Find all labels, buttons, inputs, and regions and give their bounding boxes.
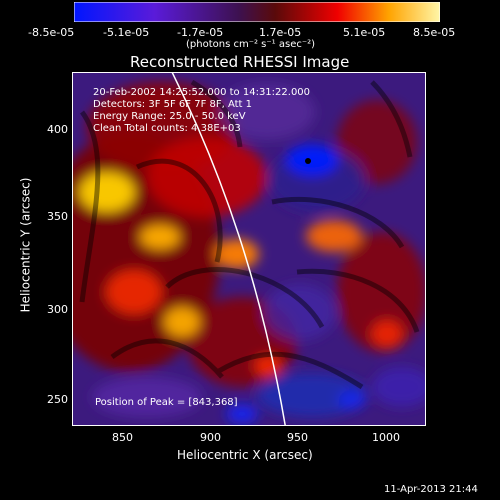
heatmap-image [40, 67, 432, 431]
y-axis-label: Heliocentric Y (arcsec) [18, 177, 33, 313]
y-tick-250: 250 [47, 393, 68, 406]
x-tick-1000: 1000 [372, 431, 400, 444]
x-tick-850: 850 [112, 431, 133, 444]
info-line-3: Energy Range: 25.0 - 50.0 keV [93, 111, 246, 122]
heatmap-svg [40, 67, 432, 431]
peak-position-label: Position of Peak = [843,368] [95, 397, 238, 408]
colorbar-gradient [73, 1, 441, 23]
colorbar-tick-3: -1.7e-05 [177, 26, 224, 39]
colorbar-ticks: -8.5e-05 -5.1e-05 -1.7e-05 1.7e-05 5.1e-… [0, 27, 500, 41]
colorbar-tick-4: 1.7e-05 [259, 26, 302, 39]
y-tick-400: 400 [47, 123, 68, 136]
image-title: Reconstructed RHESSI Image [130, 53, 350, 71]
colorbar [73, 1, 441, 23]
colorbar-tick-2: -5.1e-05 [103, 26, 150, 39]
info-line-2: Detectors: 3F 5F 6F 7F 8F, Att 1 [93, 99, 253, 110]
x-tick-900: 900 [200, 431, 221, 444]
x-tick-950: 950 [287, 431, 308, 444]
y-tick-300: 300 [47, 303, 68, 316]
colorbar-tick-6: 8.5e-05 [413, 26, 456, 39]
info-line-1: 20-Feb-2002 14:25:52.000 to 14:31:22.000 [93, 87, 311, 98]
colorbar-tick-5: 5.1e-05 [343, 26, 386, 39]
footer-timestamp: 11-Apr-2013 21:44 [384, 484, 478, 495]
y-tick-350: 350 [47, 210, 68, 223]
colorbar-tick-1: -8.5e-05 [28, 26, 75, 39]
x-axis-label: Heliocentric X (arcsec) [177, 448, 313, 462]
info-line-4: Clean Total counts: 4.38E+03 [93, 123, 241, 134]
colorbar-unit-label: (photons cm⁻² s⁻¹ asec⁻²) [186, 39, 316, 50]
